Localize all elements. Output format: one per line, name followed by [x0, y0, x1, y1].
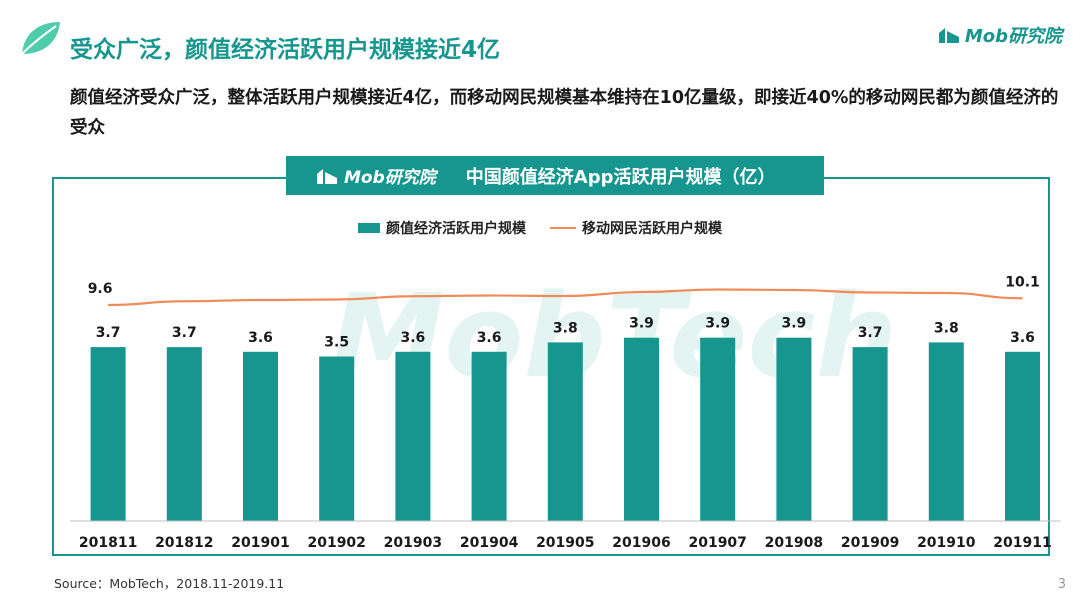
bar-value-label: 3.7	[172, 325, 197, 341]
bar-value-label: 3.6	[248, 330, 273, 346]
x-tick-label: 201909	[841, 535, 899, 551]
bar	[243, 351, 278, 521]
mob-logo-icon	[938, 28, 959, 43]
x-tick-label: 201902	[307, 535, 365, 551]
bar-value-label: 3.9	[629, 316, 654, 332]
line-value-label: 10.1	[1005, 274, 1040, 290]
x-tick-label: 201910	[917, 535, 976, 551]
bar-value-label: 3.9	[705, 316, 730, 332]
bar	[471, 351, 507, 521]
bar	[90, 347, 126, 521]
x-tick-label: 201907	[688, 535, 746, 551]
brand-logo: Mob研究院	[937, 22, 1062, 48]
brand-name: Mob研究院	[964, 26, 1062, 47]
bar-value-label: 3.8	[934, 320, 959, 336]
x-tick-label: 201901	[231, 535, 289, 551]
x-tick-label: 201911	[993, 535, 1051, 551]
bar-value-label: 3.7	[96, 325, 121, 341]
chart-banner: Mob研究院 中国颜值经济App活跃用户规模（亿）	[286, 156, 824, 195]
source-note: Source：MobTech，2018.11-2019.11	[54, 576, 285, 591]
bar-value-label: 3.6	[400, 330, 425, 346]
line-value-label: 9.6	[88, 281, 113, 297]
bar	[166, 347, 202, 521]
x-tick-label: 201906	[612, 535, 670, 551]
x-tick-label: 201904	[460, 535, 519, 551]
bar-value-label: 3.8	[553, 320, 578, 336]
bar	[928, 342, 964, 521]
bar	[395, 351, 431, 521]
bar	[547, 342, 583, 521]
legend-line-swatch	[550, 227, 576, 229]
chart-legend: 颜值经济活跃用户规模 移动网民活跃用户规模	[0, 218, 1080, 238]
bar	[624, 337, 659, 521]
x-tick-label: 201905	[536, 535, 594, 551]
series-line	[108, 288, 1023, 307]
page-subtitle: 颜值经济受众广泛，整体活跃用户规模接近4亿，而移动网民规模基本维持在10亿量级，…	[70, 88, 1059, 138]
x-tick-label: 201903	[384, 535, 442, 551]
bar	[700, 337, 736, 521]
x-tick-label: 201908	[765, 535, 823, 551]
bar	[319, 356, 355, 521]
bar-value-label: 3.9	[781, 316, 806, 332]
x-tick-label: 201812	[155, 535, 213, 551]
legend-item-bar: 颜值经济活跃用户规模	[358, 218, 526, 238]
page-title: 受众广泛，颜值经济活跃用户规模接近4亿	[70, 37, 501, 63]
bar-value-label: 3.7	[858, 325, 883, 341]
bar-value-label: 3.5	[324, 335, 349, 351]
x-tick-label: 201811	[79, 535, 137, 551]
page-number: 3	[1057, 577, 1066, 592]
chart-title: 中国颜值经济App活跃用户规模（亿）	[465, 166, 776, 188]
banner-logo: Mob研究院	[314, 163, 436, 188]
bar-value-label: 3.6	[1010, 330, 1035, 346]
legend-bar-swatch	[358, 223, 380, 233]
bar	[1005, 351, 1040, 521]
mob-logo-icon	[317, 168, 337, 184]
bar-value-label: 3.6	[477, 330, 502, 346]
banner-logo-text: Mob研究院	[344, 168, 436, 188]
legend-label: 颜值经济活跃用户规模	[386, 221, 526, 237]
bar	[776, 337, 812, 521]
bar	[852, 347, 888, 521]
decorative-leaf-icon	[21, 22, 60, 55]
legend-item-line: 移动网民活跃用户规模	[550, 218, 722, 238]
legend-label: 移动网民活跃用户规模	[582, 221, 722, 237]
